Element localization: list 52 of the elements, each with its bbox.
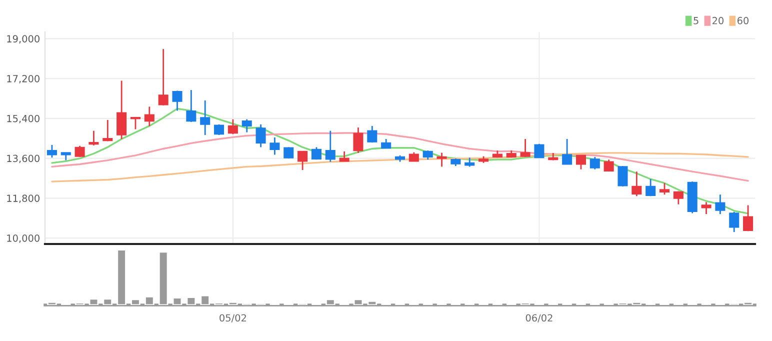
x-tick-label: 06/02 [526,314,552,322]
x-tick-label: 05/02 [220,314,246,322]
candlestick [422,150,433,160]
candlestick [590,156,600,170]
candlestick [200,100,210,136]
candlestick [298,150,308,171]
candlestick [144,106,154,127]
candlestick [660,182,670,196]
candlestick [520,138,530,158]
candlestick [270,136,280,156]
candlestick [242,118,252,134]
candlestick [701,201,712,215]
candlestick [729,211,740,233]
y-tick-label: 13,600 [7,154,40,164]
y-tick-label: 11,800 [7,194,40,203]
line-series [51,152,749,182]
candlestick [228,118,238,135]
candlestick [116,80,127,140]
y-tick-label: 10,000 [7,234,40,243]
candlestick [367,125,378,144]
candlestick [46,144,57,158]
y-tick-label: 15,400 [7,114,40,124]
candlestick [646,178,656,197]
candlestick [673,190,684,206]
candlestick [172,90,182,112]
legend-label: 5 [694,17,698,24]
candlestick [715,194,726,215]
candlestick [534,143,544,158]
legend-label: 20 [712,16,724,24]
candlestick [576,154,586,170]
line-series [51,108,749,214]
candlestick [186,89,196,123]
candlestick [284,146,294,160]
candlestick [562,138,572,166]
candlestick [88,130,99,146]
candlestick [743,204,754,232]
y-tick-label: 19,000 [7,35,40,44]
candlestick [74,145,85,158]
candlestick [311,146,322,160]
candlestick [102,119,113,142]
candlestick [464,156,475,168]
candlestick [339,150,350,162]
legend-label: 60 [737,16,749,24]
candlestick [436,152,447,168]
candlestick [618,165,628,188]
candlestick [256,124,266,148]
candlestick [158,48,168,106]
candlestick [325,130,336,163]
y-tick-label: 17,200 [7,75,40,84]
candlestick [130,116,140,130]
candlestick [353,126,364,154]
candlestick [632,170,642,197]
